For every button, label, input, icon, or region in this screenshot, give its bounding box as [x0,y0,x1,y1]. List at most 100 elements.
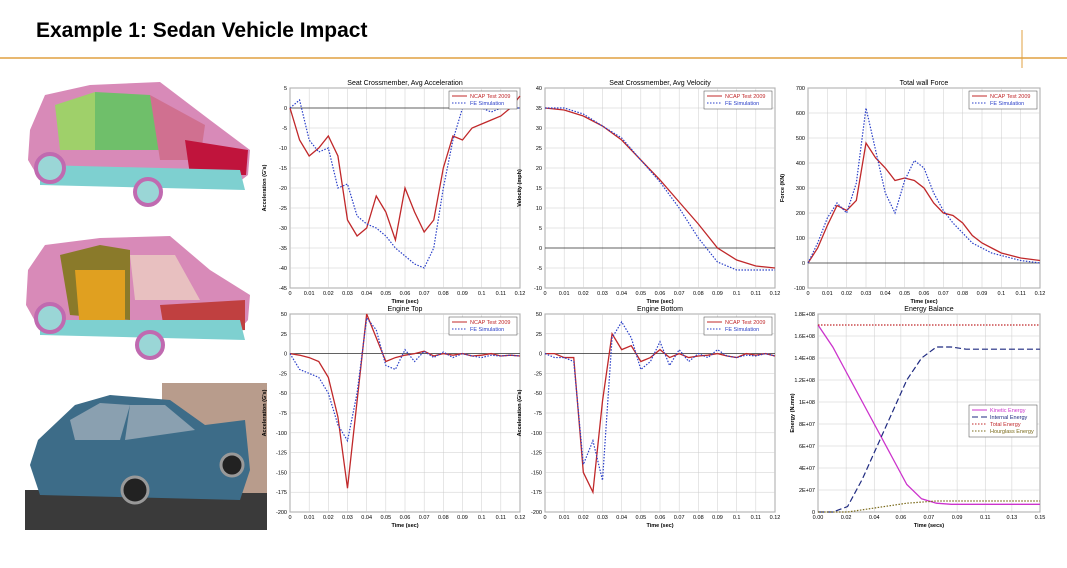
y-tick-label: 1.8E+08 [794,312,815,318]
y-tick-label: -15 [279,166,287,172]
y-axis-label: Force (KN) [780,174,786,202]
x-axis-label: Time (secs) [914,523,944,529]
legend-label: FE Simulation [470,327,504,333]
series-line [289,313,521,489]
series-line [545,331,776,495]
y-tick-label: 6E+07 [799,444,815,450]
x-tick-label: 0.11 [980,515,990,521]
x-tick-label: 0.06 [919,291,930,297]
y-tick-label: 200 [796,211,805,217]
x-tick-label: 0.09 [457,515,468,521]
x-tick-label: 0.05 [380,515,391,521]
legend-label: FE Simulation [990,101,1024,107]
legend-label: NCAP Test 2009 [725,94,765,100]
x-tick-label: 0.02 [841,291,852,297]
y-tick-label: -40 [279,266,287,272]
chart: Engine Bottom Time (sec) Acceleration (G's… [517,306,780,529]
x-tick-label: 0.06 [400,515,411,521]
y-tick-label: -45 [279,286,287,292]
x-tick-label: 0.05 [899,291,910,297]
x-tick-label: 0 [543,515,546,521]
legend-label: FE Simulation [725,101,759,107]
chart: Engine Top Time (sec) Acceleration (G's) 0 0… [262,306,525,529]
legend-label: NCAP Test 2009 [470,94,510,100]
x-tick-label: 0 [288,515,291,521]
y-tick-label: 1.2E+08 [794,378,815,384]
x-tick-label: 0.03 [342,515,353,521]
y-tick-label: -175 [276,490,287,496]
legend-label: Total Energy [990,422,1021,428]
x-tick-label: 0.1 [478,291,486,297]
x-tick-label: 0.1 [733,515,741,521]
y-tick-label: 1E+08 [799,400,815,406]
x-tick-label: 0.00 [813,515,824,521]
series-line [807,141,1041,264]
y-tick-label: -10 [279,146,287,152]
series-line [818,500,1040,513]
legend-label: NCAP Test 2009 [470,320,510,326]
charts: Seat Crossmember, Avg Acceleration Time (… [262,80,1045,529]
y-tick-label: -5 [537,266,542,272]
y-tick-label: -50 [279,391,287,397]
series-line [544,107,776,269]
x-tick-label: 0.05 [380,291,391,297]
x-tick-label: 0.09 [977,291,988,297]
x-tick-label: 0.01 [304,291,315,297]
x-axis-label: Time (sec) [646,299,673,305]
car-structure-image [26,236,250,360]
chart-title: Total wall Force [900,80,949,87]
x-axis-label: Time (sec) [910,299,937,305]
x-tick-label: 0.08 [693,291,704,297]
x-tick-label: 0.01 [559,291,570,297]
y-tick-label: 0 [802,261,805,267]
x-tick-label: 0.1 [998,291,1006,297]
x-tick-label: 0.07 [674,515,685,521]
x-tick-label: 0 [288,291,291,297]
y-tick-label: -125 [531,451,542,457]
x-tick-label: 0.15 [1035,515,1046,521]
y-tick-label: 15 [536,186,542,192]
y-tick-label: -50 [534,391,542,397]
legend-label: NCAP Test 2009 [725,320,765,326]
x-tick-label: 0.08 [438,515,449,521]
y-tick-label: -75 [534,411,542,417]
y-tick-label: -25 [279,371,287,377]
x-tick-label: 0.12 [515,515,526,521]
y-axis-label: Energy (N.mm) [790,393,796,432]
y-tick-label: -20 [279,186,287,192]
y-tick-label: -175 [531,490,542,496]
y-tick-label: 25 [281,332,287,338]
y-tick-label: -125 [276,451,287,457]
chart: Energy Balance Time (secs) Energy (N.mm) 0.… [790,306,1045,529]
legend-label: Kinetic Energy [990,408,1026,414]
y-tick-label: 1.4E+08 [794,356,815,362]
x-tick-label: 0.06 [655,291,666,297]
y-tick-label: 35 [536,106,542,112]
x-tick-label: 0.07 [419,291,430,297]
legend-label: Internal Energy [990,415,1028,421]
y-tick-label: 5 [539,226,542,232]
y-tick-label: -100 [794,286,805,292]
y-tick-label: 700 [796,86,805,92]
x-tick-label: 0.07 [938,291,949,297]
chart: Seat Crossmember, Avg Velocity Time (sec)… [517,80,780,305]
x-tick-label: 0.12 [515,291,526,297]
legend-label: Hourglass Energy [990,429,1034,435]
y-tick-label: 25 [536,146,542,152]
y-tick-label: 8E+07 [799,422,815,428]
x-tick-label: 0.02 [578,515,589,521]
x-tick-label: 0 [543,291,546,297]
x-tick-label: 0.11 [1016,291,1026,297]
x-tick-label: 0.05 [635,515,646,521]
y-tick-label: -75 [279,411,287,417]
x-tick-label: 0.06 [400,291,411,297]
y-tick-label: 20 [536,166,542,172]
series-line [289,95,521,243]
x-axis-label: Time (sec) [646,523,673,529]
x-tick-label: 0.1 [733,291,741,297]
x-tick-label: 0.02 [323,291,334,297]
x-tick-label: 0.09 [457,291,468,297]
x-tick-label: 0.04 [361,291,372,297]
chart: Total wall Force Time (sec) Force (KN) 0 0.0… [780,80,1045,305]
x-tick-label: 0.08 [438,291,449,297]
